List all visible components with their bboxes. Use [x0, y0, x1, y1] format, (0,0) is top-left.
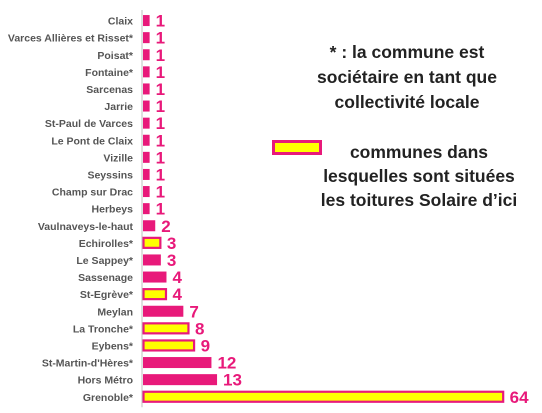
category-label: La Tronche*: [73, 323, 134, 335]
legend-line: communes dans: [349, 142, 489, 162]
footnote-line: sociétaire en tant que: [317, 67, 497, 87]
category-label: Le Sappey*: [76, 255, 134, 267]
value-label: 64: [510, 388, 529, 407]
value-label: 1: [156, 63, 165, 82]
legend-swatch: [272, 140, 322, 155]
category-label: Claix: [108, 16, 133, 28]
value-label: 1: [156, 29, 165, 48]
value-label: 7: [189, 302, 198, 321]
bar: [142, 236, 162, 249]
value-label: 3: [167, 234, 176, 253]
category-label: Sassenage: [78, 272, 133, 284]
footnote-line: * : la commune est: [329, 42, 485, 62]
bar: [142, 322, 190, 335]
category-label: Varces Allières et Risset*: [8, 33, 134, 45]
value-label: 1: [156, 200, 165, 219]
value-label: 1: [156, 12, 165, 31]
value-label: 12: [217, 354, 236, 373]
category-label: St-Egrève*: [80, 289, 134, 301]
value-label: 8: [195, 319, 204, 338]
bar: [143, 186, 150, 198]
bars: [142, 15, 505, 403]
category-label: St-Martin-d'Hères*: [42, 358, 134, 370]
bar: [143, 134, 150, 146]
bar: [143, 32, 150, 44]
bar: [142, 288, 168, 301]
category-label: Champ sur Drac: [52, 187, 133, 199]
bar: [143, 83, 150, 95]
legend-line: les toitures Solaire d’ici: [320, 190, 518, 210]
bar: [143, 100, 150, 112]
value-label: 1: [156, 46, 165, 65]
value-label: 1: [156, 148, 165, 167]
value-label: 9: [201, 336, 210, 355]
category-label: Fontaine*: [85, 67, 134, 79]
category-label: Seyssins: [87, 169, 133, 181]
category-label: Poisat*: [97, 50, 134, 62]
bar: [143, 203, 150, 215]
bar: [143, 151, 150, 163]
category-label: Echirolles*: [79, 238, 134, 250]
value-label: 4: [172, 268, 182, 287]
value-label: 2: [161, 217, 170, 236]
category-label: Eybens*: [92, 340, 134, 352]
bar: [143, 117, 150, 129]
value-label: 1: [156, 80, 165, 99]
category-label: Grenoble*: [83, 392, 134, 404]
category-label: Vaulnaveys-le-haut: [38, 221, 134, 233]
value-label: 1: [156, 165, 165, 184]
bar: [143, 15, 150, 27]
category-labels: Claix Varces Allières et Risset* Poisat* Fo…: [8, 16, 134, 404]
bar: [142, 339, 196, 352]
bar: [143, 66, 150, 78]
bar: [143, 168, 150, 180]
bar: [143, 374, 218, 386]
category-label: Meylan: [97, 306, 133, 318]
value-label: 1: [156, 183, 165, 202]
value-label: 1: [156, 97, 165, 116]
footnote-text: * : la commune est sociétaire en tant qu…: [282, 40, 532, 115]
category-label: Sarcenas: [86, 84, 133, 96]
value-label: 4: [172, 285, 182, 304]
category-label: Herbeys: [92, 204, 134, 216]
category-label: Le Pont de Claix: [51, 135, 133, 147]
category-label: St-Paul de Varces: [45, 118, 133, 130]
value-label: 13: [223, 371, 242, 390]
category-label: Jarrie: [104, 101, 133, 113]
bar: [143, 305, 184, 317]
bar: [143, 271, 167, 283]
value-label: 3: [167, 251, 176, 270]
bar: [143, 254, 161, 266]
category-label: Vizille: [103, 152, 133, 164]
bar: [143, 220, 156, 232]
legend-line: lesquelles sont situées: [323, 166, 515, 186]
bar: [143, 49, 150, 61]
bar: [143, 357, 212, 369]
bar: [142, 390, 505, 403]
footnote-line: collectivité locale: [334, 92, 480, 112]
category-label: Hors Métro: [78, 375, 133, 387]
value-label: 1: [156, 114, 165, 133]
legend-text: communes dans lesquelles sont situées le…: [300, 140, 538, 212]
value-label: 1: [156, 131, 165, 150]
